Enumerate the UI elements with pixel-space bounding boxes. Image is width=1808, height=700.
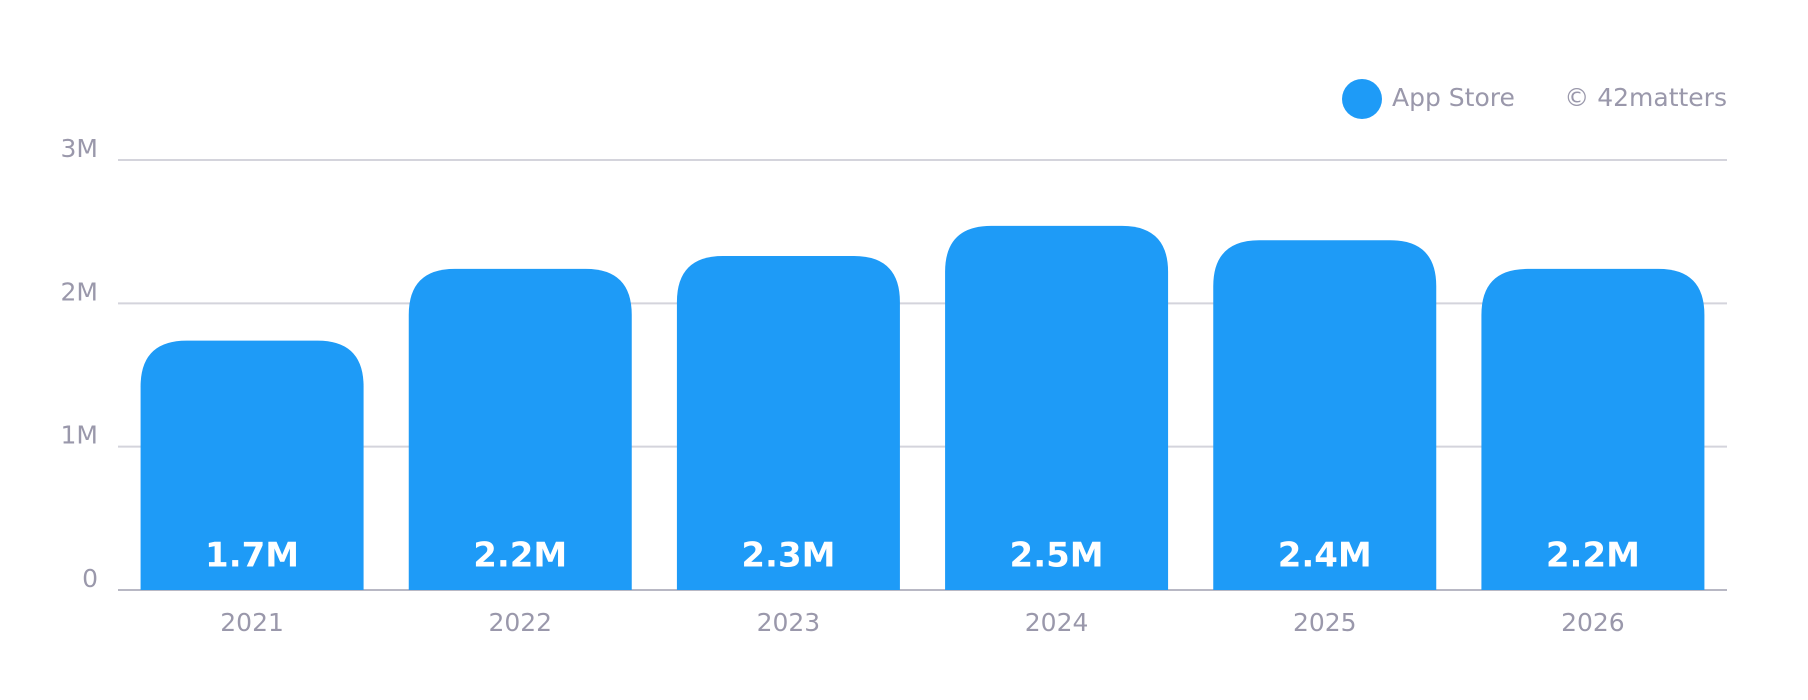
bar <box>140 340 364 590</box>
value-label: 2.2M <box>473 536 567 576</box>
bar <box>945 225 1169 590</box>
x-tick-label: 2023 <box>757 608 821 637</box>
bar <box>1481 268 1705 590</box>
x-tick-label: 2025 <box>1293 608 1357 637</box>
x-tick-label: 2021 <box>220 608 284 637</box>
legend-label: App Store <box>1392 83 1515 112</box>
value-label: 2.2M <box>1546 536 1640 576</box>
x-tick-label: 2022 <box>488 608 552 637</box>
x-tick-label: 2026 <box>1561 608 1625 637</box>
bar <box>408 268 632 590</box>
y-tick-label: 3M <box>61 134 98 163</box>
x-tick-label: 2024 <box>1025 608 1089 637</box>
value-label: 2.4M <box>1278 536 1372 576</box>
value-label: 2.3M <box>741 536 835 576</box>
bar <box>676 256 900 590</box>
legend-swatch <box>1342 79 1382 119</box>
y-tick-label: 1M <box>61 421 98 450</box>
y-tick-label: 0 <box>82 564 98 593</box>
value-label: 1.7M <box>205 536 299 576</box>
value-label: 2.5M <box>1010 536 1104 576</box>
bar <box>1213 240 1437 590</box>
credit: © 42matters <box>1564 83 1727 112</box>
y-tick-label: 2M <box>61 277 98 306</box>
